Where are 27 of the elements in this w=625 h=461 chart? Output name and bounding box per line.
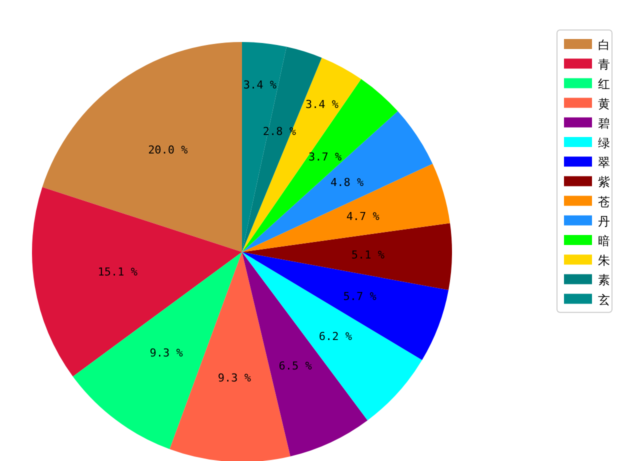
legend-label: 紫 (598, 175, 610, 190)
data-label: 3.7 % (308, 150, 342, 164)
legend-label: 白 (598, 38, 610, 52)
data-label: 9.3 % (218, 371, 252, 384)
data-label: 6.2 % (318, 330, 352, 344)
data-label: 15.1 % (98, 266, 138, 279)
data-label: 5.1 % (351, 248, 385, 262)
legend-label: 素 (598, 273, 610, 288)
legend-label: 翠 (598, 156, 610, 170)
legend-label: 玄 (598, 292, 610, 307)
data-label: 4.8 % (330, 176, 364, 189)
data-label: 4.7 % (346, 210, 380, 223)
legend-label: 丹 (598, 214, 610, 228)
legend-label: 朱 (598, 254, 610, 268)
legend-label: 绿 (598, 136, 610, 150)
data-label: 5.7 % (343, 290, 377, 304)
legend-label: 青 (598, 58, 610, 72)
legend-label: 黄 (598, 96, 610, 111)
data-label: 6.5 % (278, 360, 312, 373)
data-label: 20.0 % (148, 144, 188, 157)
data-label: 3.4 % (243, 78, 277, 92)
data-label: 9.3 % (150, 346, 184, 360)
legend-label: 苍 (598, 194, 610, 209)
legend-label: 暗 (598, 234, 610, 248)
legend-label: 红 (598, 77, 610, 92)
legend-label: 碧 (598, 116, 610, 130)
data-label: 3.4 % (305, 98, 339, 111)
